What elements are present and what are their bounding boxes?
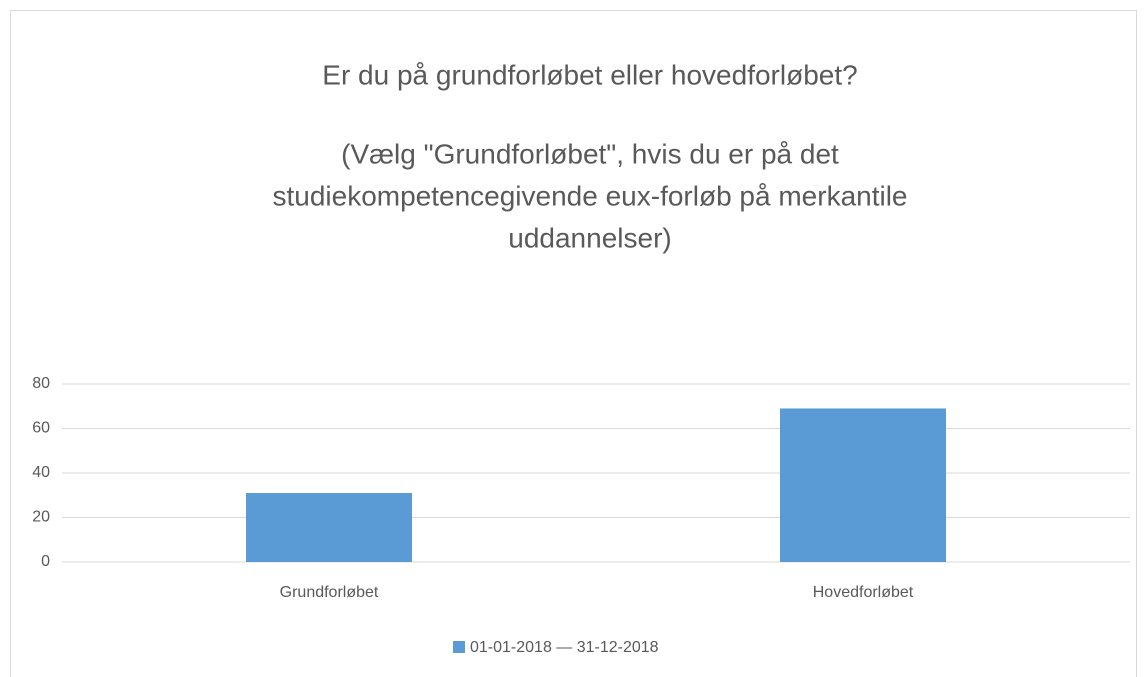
chart-title: Er du på grundforløbet eller hovedforløb… xyxy=(322,59,857,90)
y-tick-label: 80 xyxy=(32,375,50,392)
chart-subtitle: uddannelser) xyxy=(508,222,671,253)
legend-swatch xyxy=(453,641,465,653)
y-tick-label: 60 xyxy=(32,420,50,437)
y-tick-label: 0 xyxy=(41,553,50,570)
chart-border xyxy=(10,10,1137,677)
x-tick-label: Grundforløbet xyxy=(280,584,379,601)
bar xyxy=(780,408,946,562)
y-tick-label: 20 xyxy=(32,509,50,526)
bar xyxy=(246,493,412,562)
chart-subtitle: studiekompetencegivende eux-forløb på me… xyxy=(272,180,907,211)
y-tick-label: 40 xyxy=(32,464,50,481)
x-tick-label: Hovedforløbet xyxy=(813,584,914,601)
chart-subtitle: (Vælg "Grundforløbet", hvis du er på det xyxy=(341,138,839,169)
legend-label: 01-01-2018 — 31-12-2018 xyxy=(470,639,659,656)
